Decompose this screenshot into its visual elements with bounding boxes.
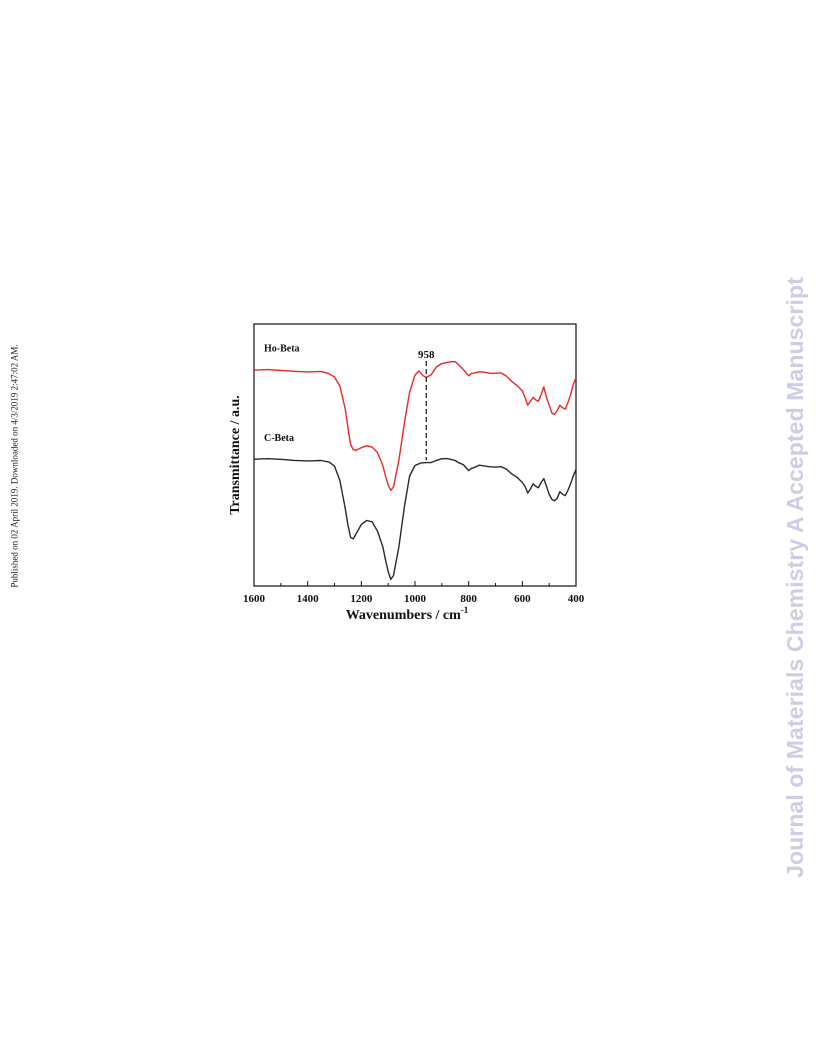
- x-tick-label-1000: 1000: [404, 593, 427, 605]
- series-line-c-beta: [253, 457, 577, 581]
- plot-frame: [253, 323, 577, 587]
- series-label-ho-beta: Ho-Beta: [264, 344, 300, 355]
- journal-watermark-text: Journal of Materials Chemistry A Accepte…: [781, 276, 808, 878]
- series-label-c-beta: C-Beta: [264, 433, 294, 444]
- ftir-chart: 1600 1400 1200 1000 800 600 400 958 Ho-Beta C-B…: [228, 323, 585, 623]
- x-tick-label-600: 600: [514, 593, 531, 605]
- series-labels: Ho-Beta C-Beta: [264, 344, 300, 445]
- x-axis-ticks: [253, 581, 577, 586]
- series-ho-beta: [253, 360, 577, 492]
- publication-side-note-text: Published on 02 April 2019. Downloaded o…: [10, 344, 21, 588]
- x-axis-label: Wavenumbers / cm-1: [346, 605, 469, 623]
- x-tick-label-1200: 1200: [350, 593, 373, 605]
- series-layer: [253, 360, 577, 581]
- y-axis-label: Transmittance / a.u.: [228, 395, 243, 515]
- x-tick-label-800: 800: [460, 593, 477, 605]
- x-axis-tick-labels: 1600 1400 1200 1000 800 600 400: [243, 593, 585, 605]
- x-axis-label-text: Wavenumbers / cm: [346, 608, 461, 623]
- annotation-label: 958: [418, 349, 435, 361]
- x-axis-label-superscript: -1: [461, 605, 469, 615]
- annotation-layer: 958: [418, 349, 435, 461]
- series-c-beta: [253, 457, 577, 581]
- x-tick-label-1600: 1600: [243, 593, 266, 605]
- series-line-ho-beta: [253, 360, 577, 492]
- x-tick-label-1400: 1400: [297, 593, 320, 605]
- x-tick-label-400: 400: [568, 593, 585, 605]
